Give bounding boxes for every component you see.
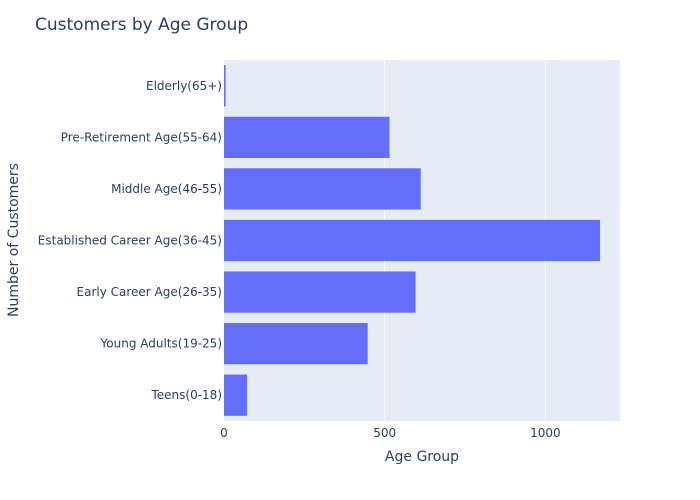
y-tick-label: Pre-Retirement Age(55-64) [61, 130, 222, 144]
x-axis-title: Age Group [385, 449, 459, 465]
y-tick-labels: Teens(0-18) Young Adults(19-25) Early Care… [38, 79, 222, 402]
bar [224, 323, 368, 365]
bar [224, 168, 421, 210]
y-tick-label: Teens(0-18) [150, 388, 222, 402]
x-tick-label: 1000 [530, 426, 561, 440]
bar [224, 65, 226, 107]
y-tick-label: Middle Age(46-55) [111, 182, 222, 196]
x-tick-label: 500 [373, 426, 396, 440]
bar [224, 271, 416, 313]
y-tick-label: Early Career Age(26-35) [77, 285, 222, 299]
y-tick-label: Established Career Age(36-45) [38, 234, 222, 248]
y-tick-label: Young Adults(19-25) [100, 337, 222, 351]
bar [224, 374, 248, 416]
x-tick-label: 0 [220, 426, 228, 440]
bar [224, 116, 390, 158]
bars [224, 65, 601, 416]
x-tick-labels: 0 500 1000 [220, 426, 561, 440]
chart-title: Customers by Age Group [35, 15, 248, 35]
y-tick-label: Elderly(65+) [146, 79, 222, 93]
y-axis-title: Number of Customers [6, 163, 22, 317]
bar [224, 219, 601, 262]
